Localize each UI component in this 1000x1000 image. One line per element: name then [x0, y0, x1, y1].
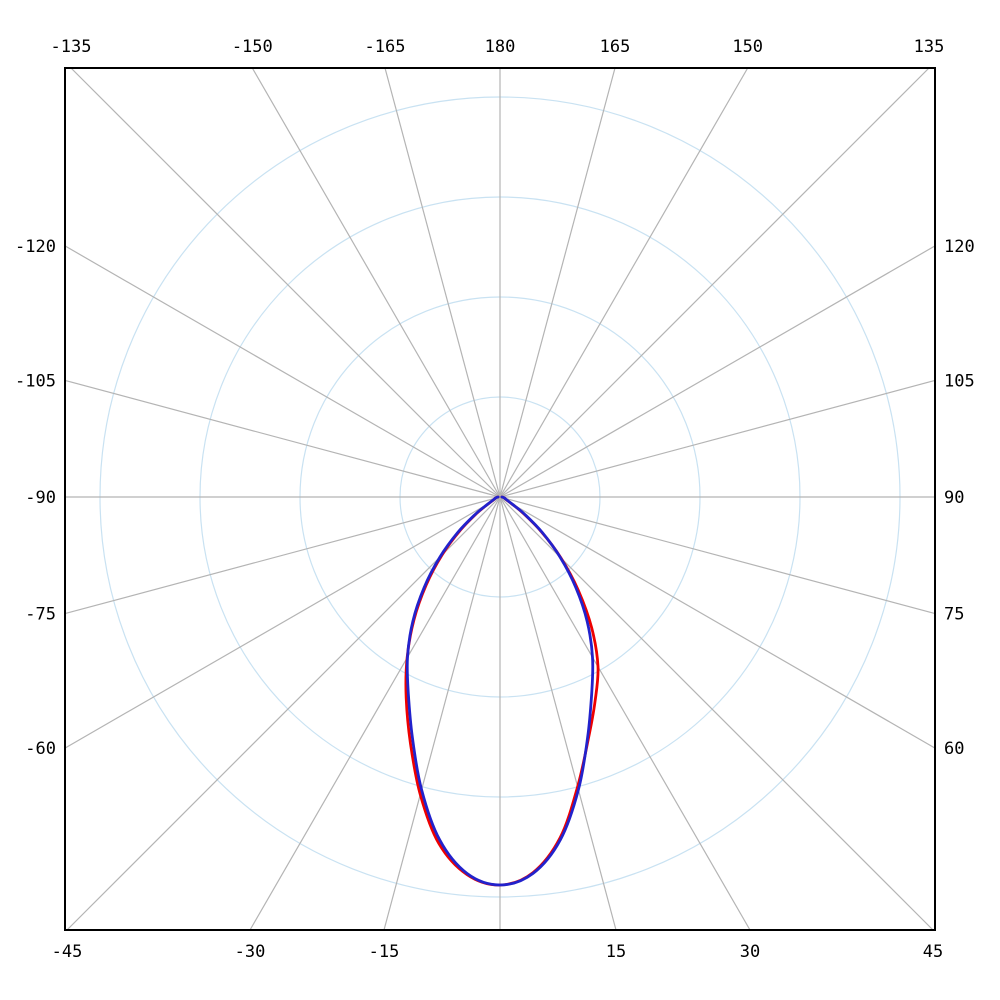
angle-gridline-ray [383, 496, 501, 931]
angle-gridline-ray [499, 67, 616, 498]
angle-gridline-ray [499, 496, 936, 615]
angle-axis-label--150: -150 [232, 37, 273, 57]
angle-axis-label-135: 135 [914, 37, 945, 57]
angle-axis-label-120: 120 [944, 237, 975, 257]
angle-gridline-ray [499, 496, 936, 749]
intensity-curves [404, 495, 600, 887]
angle-axis-label-75: 75 [944, 605, 964, 625]
angle-gridline-ray [64, 496, 501, 615]
angle-axis-label--165: -165 [365, 37, 406, 57]
angle-gridline-ray [384, 67, 501, 498]
angle-gridline-ray [499, 496, 934, 931]
angle-axis-label-30: 30 [740, 942, 760, 962]
angle-gridline-ray [70, 67, 501, 498]
angle-gridline-ray [499, 245, 936, 498]
angle-axis-label-45: 45 [923, 942, 943, 962]
angle-gridline-ray [499, 379, 936, 498]
angle-gridline-ray [499, 496, 751, 931]
angle-gridline-ray [499, 496, 617, 931]
angle-axis-label--15: -15 [369, 942, 400, 962]
angle-axis-label--105: -105 [15, 371, 56, 391]
angle-axis-label-180: 180 [485, 37, 516, 57]
angle-axis-label-90: 90 [944, 488, 964, 508]
plot-border [64, 67, 936, 931]
angle-gridline-ray [499, 67, 930, 498]
angle-axis-label--30: -30 [235, 942, 266, 962]
angle-axis-label--60: -60 [25, 739, 56, 759]
angle-axis-label-15: 15 [606, 942, 626, 962]
angle-axis-label--120: -120 [15, 237, 56, 257]
blue-curve-series [405, 495, 595, 887]
angle-axis-label--135: -135 [51, 37, 92, 57]
angle-axis-label--90: -90 [25, 488, 56, 508]
angle-gridline-ray [66, 496, 501, 931]
angle-gridline-ray [499, 67, 749, 498]
angle-gridline-ray [64, 245, 501, 498]
angle-gridline-ray [64, 496, 501, 749]
angle-gridline-ray [251, 67, 501, 498]
angle-axis-label--45: -45 [52, 942, 83, 962]
angle-axis-label-60: 60 [944, 739, 964, 759]
angle-axis-label-165: 165 [600, 37, 631, 57]
angle-axis-label-150: 150 [732, 37, 763, 57]
angle-axis-label-105: 105 [944, 371, 975, 391]
angle-gridline-rays [64, 67, 936, 931]
angle-axis-label--75: -75 [25, 605, 56, 625]
angle-gridline-ray [249, 496, 501, 931]
angle-gridline-ray [64, 379, 501, 498]
angle-axis-labels: -135 -150 -165 180 165 150 135 -45 -30 -15 15 30 45 -… [15, 37, 975, 962]
